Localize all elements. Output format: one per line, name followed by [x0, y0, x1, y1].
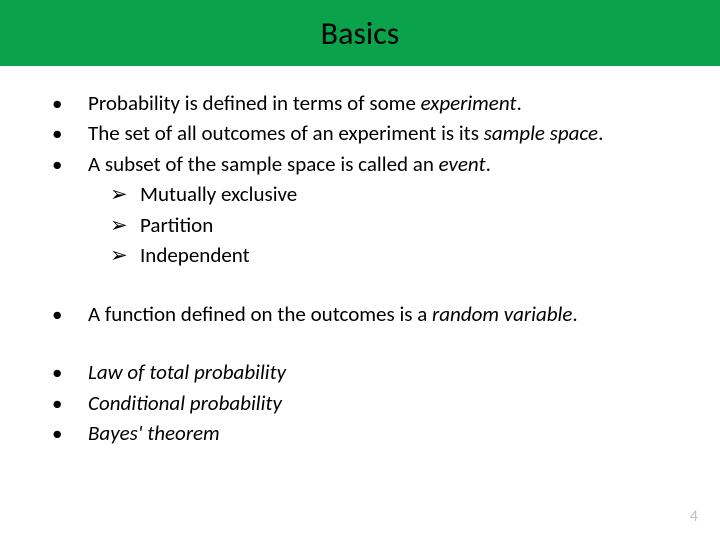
text-run: Probability is defined in terms of some — [88, 90, 421, 116]
text-run: . — [486, 151, 491, 177]
bullet-icon: • — [48, 357, 88, 387]
slide-body: • Probability is defined in terms of som… — [0, 66, 720, 448]
bullet-text: A subset of the sample space is called a… — [88, 149, 672, 179]
arrow-icon: ➢ — [110, 179, 140, 209]
slide-title: Basics — [321, 14, 400, 53]
bullet-item: • Bayes' theorem — [48, 418, 672, 448]
text-run: A function defined on the outcomes is a — [88, 301, 432, 327]
text-run: . — [598, 120, 603, 146]
title-bar: Basics — [0, 0, 720, 66]
sub-bullet-text: Independent — [140, 240, 250, 270]
bullet-group-3: • Law of total probability • Conditional… — [48, 357, 672, 448]
bullet-icon: • — [48, 418, 88, 448]
text-em: random variable — [432, 301, 572, 327]
text-run: . — [516, 90, 521, 116]
bullet-group-1: • Probability is defined in terms of som… — [48, 88, 672, 271]
bullet-item: • Law of total probability — [48, 357, 672, 387]
bullet-item: • Probability is defined in terms of som… — [48, 88, 672, 118]
bullet-icon: • — [48, 118, 88, 148]
bullet-text: A function defined on the outcomes is a … — [88, 299, 672, 329]
sub-bullet-text: Partition — [140, 210, 213, 240]
bullet-group-2: • A function defined on the outcomes is … — [48, 299, 672, 329]
page-number: 4 — [690, 507, 698, 526]
bullet-icon: • — [48, 388, 88, 418]
bullet-item: • A function defined on the outcomes is … — [48, 299, 672, 329]
bullet-icon: • — [48, 88, 88, 118]
text-run: . — [572, 301, 577, 327]
bullet-icon: • — [48, 299, 88, 329]
bullet-text: Probability is defined in terms of some … — [88, 88, 672, 118]
bullet-text: Law of total probability — [88, 357, 672, 387]
text-run: The set of all outcomes of an experiment… — [88, 120, 484, 146]
sub-bullet-item: ➢ Partition — [48, 210, 672, 240]
bullet-text: Conditional probability — [88, 388, 672, 418]
arrow-icon: ➢ — [110, 240, 140, 270]
bullet-icon: • — [48, 149, 88, 179]
sub-bullet-item: ➢ Independent — [48, 240, 672, 270]
bullet-text: The set of all outcomes of an experiment… — [88, 118, 672, 148]
sub-bullet-item: ➢ Mutually exclusive — [48, 179, 672, 209]
arrow-icon: ➢ — [110, 210, 140, 240]
text-em: experiment — [421, 90, 517, 116]
text-em: event — [439, 151, 486, 177]
bullet-text: Bayes' theorem — [88, 418, 672, 448]
text-em: sample space — [484, 120, 598, 146]
bullet-item: • The set of all outcomes of an experime… — [48, 118, 672, 148]
bullet-item: • A subset of the sample space is called… — [48, 149, 672, 179]
text-run: A subset of the sample space is called a… — [88, 151, 439, 177]
bullet-item: • Conditional probability — [48, 388, 672, 418]
sub-bullet-text: Mutually exclusive — [140, 179, 297, 209]
